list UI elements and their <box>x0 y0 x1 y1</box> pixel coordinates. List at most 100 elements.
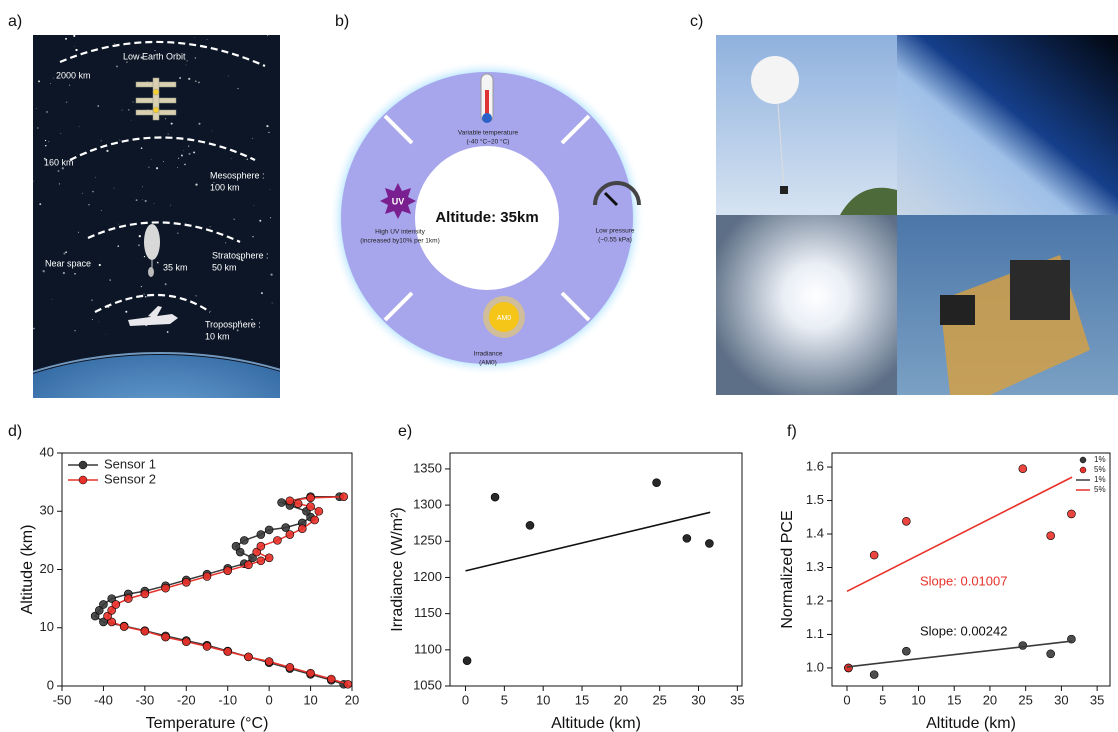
star <box>179 77 182 79</box>
data-point <box>273 536 282 545</box>
star <box>63 252 66 255</box>
star <box>69 84 71 86</box>
panel-label: f) <box>787 423 797 440</box>
star <box>61 167 64 170</box>
star <box>260 292 263 295</box>
legend-label: 5% <box>1094 465 1106 474</box>
star <box>193 151 196 154</box>
star <box>117 245 120 247</box>
series-line <box>465 511 711 572</box>
star <box>74 272 76 275</box>
star <box>267 35 269 37</box>
data-point <box>140 626 150 636</box>
data-point <box>682 534 692 543</box>
series-line <box>846 640 1073 668</box>
data-point <box>123 594 133 603</box>
star <box>65 37 68 40</box>
center-label: Altitude: 35km <box>435 209 538 226</box>
star <box>65 101 68 103</box>
star <box>35 108 37 110</box>
data-point <box>107 594 117 603</box>
altitude-label: 160 km <box>44 157 74 167</box>
star <box>97 105 100 107</box>
x-tick-label: 20 <box>345 692 359 707</box>
x-axis-label: Altitude (km) <box>926 715 1016 732</box>
y-axis-label: Normalized PCE <box>779 510 796 628</box>
data-point <box>306 668 315 678</box>
star <box>142 199 143 201</box>
star <box>188 77 191 81</box>
data-point <box>343 679 353 689</box>
star <box>236 257 238 259</box>
star <box>130 119 132 121</box>
star <box>100 210 102 212</box>
altitude-label: 100 km <box>210 182 240 192</box>
star <box>195 295 197 297</box>
star <box>213 182 215 184</box>
annotation: Slope: 0.00242 <box>920 623 1007 638</box>
star <box>92 190 94 193</box>
star <box>188 152 191 155</box>
star <box>198 81 200 84</box>
star <box>148 166 150 168</box>
star <box>178 157 180 159</box>
x-tick-label: 0 <box>462 692 469 707</box>
data-point <box>161 583 170 593</box>
star <box>114 42 116 44</box>
star <box>195 183 198 186</box>
star <box>194 57 197 59</box>
star <box>143 256 146 258</box>
star <box>252 235 254 238</box>
star <box>227 75 229 77</box>
star <box>88 203 90 206</box>
x-tick-label: 5 <box>879 692 886 707</box>
data-point <box>119 622 129 631</box>
legend-marker <box>1079 456 1087 464</box>
data-point <box>902 516 911 526</box>
condition-label: (~0.55 kPa) <box>598 237 632 244</box>
y-axis-label: Altitude (km) <box>19 525 36 615</box>
data-point <box>111 600 121 609</box>
star <box>125 310 128 313</box>
star <box>98 263 101 267</box>
star <box>271 302 273 304</box>
data-point <box>462 656 472 665</box>
x-tick-label: -20 <box>177 692 196 707</box>
star <box>57 170 60 173</box>
data-point <box>705 539 714 548</box>
star <box>194 36 195 38</box>
star <box>186 60 188 62</box>
y-tick-label: 1250 <box>413 533 442 548</box>
star <box>253 205 255 206</box>
star <box>43 157 46 160</box>
x-tick-label: 15 <box>575 692 589 707</box>
star <box>33 327 35 330</box>
panel-label: d) <box>8 423 22 440</box>
am0-icon: AM0 <box>497 315 512 322</box>
x-tick-label: 35 <box>730 692 744 707</box>
data-point <box>94 605 104 615</box>
x-tick-label: 0 <box>266 692 273 707</box>
data-point <box>281 523 291 532</box>
star <box>177 232 179 235</box>
star <box>170 204 171 206</box>
data-point <box>239 536 249 545</box>
data-point <box>107 605 117 615</box>
star <box>211 130 213 132</box>
x-tick-label: 10 <box>536 692 550 707</box>
y-tick-label: 1.5 <box>806 492 824 507</box>
x-tick-label: 10 <box>303 692 317 707</box>
legend-marker <box>78 460 88 470</box>
condition-label: Variable temperature <box>458 130 519 137</box>
star <box>163 161 164 162</box>
layer-label: Mesosphere : <box>210 170 265 180</box>
data-point <box>525 521 535 530</box>
star <box>198 122 201 125</box>
star <box>46 111 48 113</box>
plot-frame <box>831 452 1111 687</box>
star <box>143 293 145 295</box>
star <box>105 334 107 335</box>
photo <box>897 35 1118 215</box>
x-axis-label: Altitude (km) <box>551 715 641 732</box>
